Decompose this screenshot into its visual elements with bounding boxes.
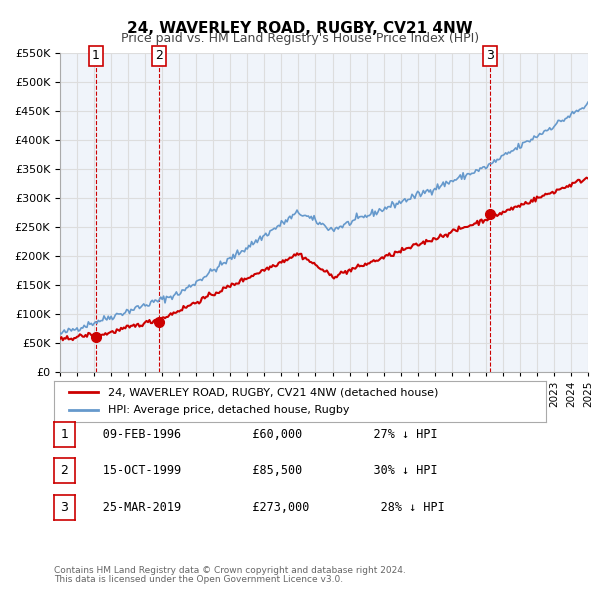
Text: 2: 2 bbox=[155, 50, 163, 63]
Text: 1: 1 bbox=[61, 428, 68, 441]
Text: 3: 3 bbox=[486, 50, 494, 63]
Text: 15-OCT-1999          £85,500          30% ↓ HPI: 15-OCT-1999 £85,500 30% ↓ HPI bbox=[60, 464, 437, 477]
Text: 1: 1 bbox=[92, 50, 100, 63]
Text: 24, WAVERLEY ROAD, RUGBY, CV21 4NW: 24, WAVERLEY ROAD, RUGBY, CV21 4NW bbox=[127, 21, 473, 35]
Text: 24, WAVERLEY ROAD, RUGBY, CV21 4NW (detached house): 24, WAVERLEY ROAD, RUGBY, CV21 4NW (deta… bbox=[108, 387, 439, 397]
Text: 25-MAR-2019          £273,000          28% ↓ HPI: 25-MAR-2019 £273,000 28% ↓ HPI bbox=[60, 501, 445, 514]
Text: Price paid vs. HM Land Registry's House Price Index (HPI): Price paid vs. HM Land Registry's House … bbox=[121, 32, 479, 45]
Text: This data is licensed under the Open Government Licence v3.0.: This data is licensed under the Open Gov… bbox=[54, 575, 343, 584]
Text: 2: 2 bbox=[61, 464, 68, 477]
Text: 09-FEB-1996          £60,000          27% ↓ HPI: 09-FEB-1996 £60,000 27% ↓ HPI bbox=[60, 428, 437, 441]
Text: HPI: Average price, detached house, Rugby: HPI: Average price, detached house, Rugb… bbox=[108, 405, 350, 415]
Text: Contains HM Land Registry data © Crown copyright and database right 2024.: Contains HM Land Registry data © Crown c… bbox=[54, 566, 406, 575]
Text: 3: 3 bbox=[61, 501, 68, 514]
